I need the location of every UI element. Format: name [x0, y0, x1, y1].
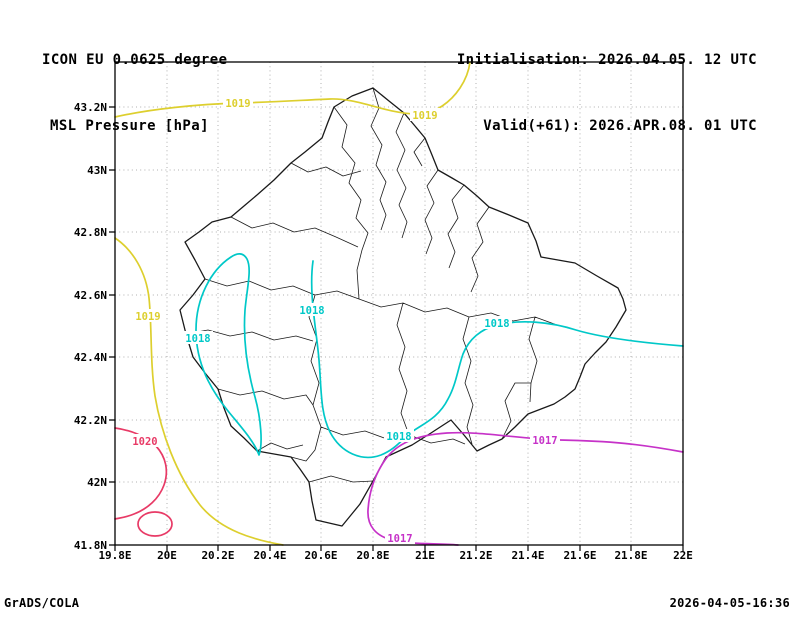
contour-label-1019: 1019 [412, 110, 437, 122]
grads-credit: GrADS/COLA [4, 596, 80, 610]
contour-label-mask [297, 303, 327, 316]
contour-1018-central [310, 260, 684, 459]
x-axis-tick-label: 19.8E [98, 549, 131, 562]
y-axis-ticks [109, 106, 115, 546]
contour-label-1018: 1018 [185, 333, 210, 345]
valid-time: Valid(+61): 2026.APR.08. 01 UTC [483, 118, 757, 134]
x-axis-labels: 19.8E 20E 20.2E 20.4E 20.6E 20.8E 21E 21… [98, 549, 693, 562]
contour-label-mask [183, 331, 213, 344]
header-right: Initialisation: 2026.04.05. 12 UTC Valid… [457, 5, 757, 159]
x-axis-ticks [114, 545, 684, 551]
contour-label-1019: 1019 [135, 311, 160, 323]
contour-1019-north [114, 61, 471, 118]
x-axis-tick-label: 21.4E [511, 549, 544, 562]
y-axis-tick-label: 42.6N [74, 289, 107, 302]
country-border [179, 87, 627, 527]
y-axis-tick-label: 43N [87, 164, 107, 177]
x-axis-tick-label: 20.4E [253, 549, 286, 562]
contour-1018-west-loop [195, 253, 262, 456]
x-axis-tick-label: 20.2E [201, 549, 234, 562]
contour-label-1018: 1018 [299, 305, 324, 317]
contour-label-1018: 1018 [386, 431, 411, 443]
x-axis-tick-label: 20E [157, 549, 177, 562]
init-time: Initialisation: 2026.04.05. 12 UTC [456, 52, 757, 68]
district-boundaries [185, 87, 577, 483]
x-axis-tick-label: 22E [673, 549, 693, 562]
creation-timestamp: 2026-04-05-16:36 [669, 596, 790, 610]
header-left: ICON EU 0.0625 degree MSL Pressure [hPa] [42, 5, 227, 159]
y-axis-tick-label: 43.2N [74, 101, 107, 114]
contour-label-mask [410, 108, 440, 121]
contour-label-1018: 1018 [484, 318, 509, 330]
contour-labels: 1019 1019 1019 1018 1018 1018 1018 1017 … [130, 96, 560, 545]
x-axis-tick-label: 21.8E [614, 549, 647, 562]
model-title: ICON EU 0.0625 degree [42, 52, 228, 68]
y-axis-labels: 43.2N 43N 42.8N 42.6N 42.4N 42.2N 42N 41… [74, 101, 107, 552]
contour-label-mask [530, 433, 560, 446]
contour-label-mask [133, 309, 163, 322]
contour-label-1017: 1017 [387, 533, 412, 545]
y-axis-tick-label: 42.8N [74, 226, 107, 239]
contour-label-1020: 1020 [132, 436, 157, 448]
x-axis-tick-label: 20.6E [304, 549, 337, 562]
field-title: MSL Pressure [hPa] [50, 118, 209, 134]
map-layer [179, 87, 627, 527]
y-axis-tick-label: 42N [87, 476, 107, 489]
contour-label-1017: 1017 [532, 435, 557, 447]
y-axis-tick-label: 42.2N [74, 414, 107, 427]
contour-label-mask [384, 429, 414, 442]
x-axis-tick-label: 21.6E [563, 549, 596, 562]
y-axis-tick-label: 42.4N [74, 351, 107, 364]
grid-lines-horizontal [115, 106, 683, 546]
plot-frame [114, 61, 684, 546]
contour-1019-west [114, 237, 284, 546]
contour-label-mask [482, 316, 512, 329]
x-axis-tick-label: 21E [415, 549, 435, 562]
contour-label-mask [385, 531, 415, 544]
y-axis-tick-label: 41.8N [74, 539, 107, 552]
contour-label-mask [130, 434, 160, 447]
contour-label-mask [223, 96, 253, 109]
x-axis-tick-label: 20.8E [356, 549, 389, 562]
contour-1020-closed-low [137, 511, 173, 537]
contour-1017-south [367, 431, 684, 546]
x-axis-tick-label: 21.2E [459, 549, 492, 562]
contour-label-1019: 1019 [225, 98, 250, 110]
